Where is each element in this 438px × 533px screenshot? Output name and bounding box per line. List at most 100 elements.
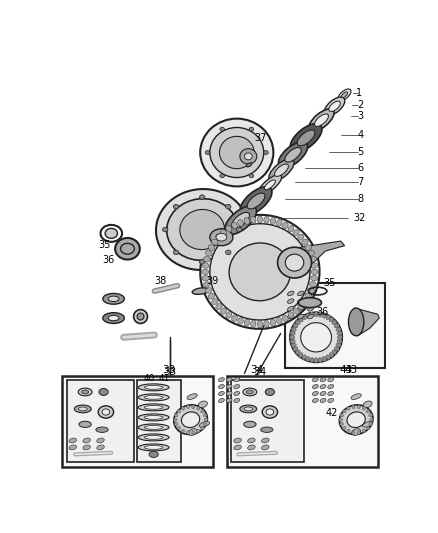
Ellipse shape	[204, 418, 208, 421]
Ellipse shape	[287, 291, 294, 296]
Ellipse shape	[251, 216, 256, 223]
Ellipse shape	[210, 229, 233, 246]
Ellipse shape	[297, 291, 304, 296]
Ellipse shape	[311, 269, 318, 274]
Ellipse shape	[203, 281, 210, 287]
Ellipse shape	[312, 377, 318, 382]
Ellipse shape	[301, 322, 332, 352]
Ellipse shape	[326, 355, 330, 360]
Ellipse shape	[78, 407, 87, 411]
Ellipse shape	[320, 398, 326, 402]
Ellipse shape	[162, 227, 168, 232]
Ellipse shape	[210, 127, 264, 177]
Ellipse shape	[219, 391, 224, 395]
Text: 36: 36	[102, 255, 114, 265]
Ellipse shape	[192, 405, 195, 409]
Ellipse shape	[357, 431, 360, 434]
Ellipse shape	[265, 389, 275, 395]
Ellipse shape	[145, 395, 163, 399]
Polygon shape	[288, 241, 345, 277]
Text: 34: 34	[253, 367, 266, 377]
Ellipse shape	[78, 388, 92, 396]
Ellipse shape	[234, 445, 241, 450]
Ellipse shape	[275, 164, 288, 176]
Ellipse shape	[226, 377, 232, 382]
Ellipse shape	[288, 312, 294, 318]
Ellipse shape	[219, 398, 224, 402]
Ellipse shape	[276, 220, 282, 227]
Ellipse shape	[307, 299, 314, 303]
Text: 2: 2	[358, 100, 364, 110]
Bar	[138, 381, 180, 462]
Ellipse shape	[291, 327, 296, 332]
Ellipse shape	[298, 297, 321, 308]
Ellipse shape	[225, 206, 257, 235]
Ellipse shape	[306, 357, 310, 361]
Ellipse shape	[219, 136, 254, 168]
Ellipse shape	[210, 224, 310, 320]
Ellipse shape	[240, 405, 257, 413]
Ellipse shape	[264, 151, 268, 155]
Ellipse shape	[232, 222, 237, 229]
Ellipse shape	[149, 451, 158, 457]
Ellipse shape	[103, 313, 124, 324]
Ellipse shape	[174, 414, 178, 417]
Ellipse shape	[285, 254, 304, 271]
Ellipse shape	[261, 427, 273, 432]
Ellipse shape	[310, 256, 316, 262]
Ellipse shape	[138, 444, 169, 451]
Ellipse shape	[221, 308, 227, 314]
Ellipse shape	[305, 245, 311, 251]
Text: 33: 33	[164, 367, 177, 377]
Ellipse shape	[181, 412, 200, 427]
Ellipse shape	[244, 407, 253, 411]
Ellipse shape	[237, 227, 242, 232]
Ellipse shape	[180, 209, 224, 249]
Ellipse shape	[312, 398, 318, 402]
Ellipse shape	[249, 127, 254, 131]
Ellipse shape	[138, 404, 169, 411]
Ellipse shape	[370, 418, 374, 421]
Ellipse shape	[138, 384, 169, 391]
Ellipse shape	[229, 243, 291, 301]
Ellipse shape	[336, 343, 341, 347]
Ellipse shape	[369, 423, 372, 426]
Ellipse shape	[205, 151, 210, 155]
Text: 8: 8	[358, 193, 364, 204]
Ellipse shape	[362, 429, 365, 433]
Ellipse shape	[258, 175, 282, 195]
Ellipse shape	[298, 303, 304, 310]
Ellipse shape	[307, 251, 314, 256]
Ellipse shape	[247, 438, 255, 443]
Ellipse shape	[251, 320, 256, 327]
Ellipse shape	[198, 401, 207, 408]
Ellipse shape	[138, 434, 169, 441]
Ellipse shape	[247, 390, 253, 394]
Ellipse shape	[320, 391, 326, 395]
Ellipse shape	[74, 405, 91, 413]
Ellipse shape	[145, 435, 163, 439]
Ellipse shape	[186, 405, 190, 409]
Ellipse shape	[226, 391, 232, 395]
Ellipse shape	[173, 418, 177, 421]
Ellipse shape	[226, 398, 232, 402]
Ellipse shape	[137, 313, 144, 320]
Ellipse shape	[69, 438, 77, 443]
Ellipse shape	[314, 114, 328, 126]
Text: 36: 36	[316, 307, 328, 317]
Text: 6: 6	[358, 163, 364, 173]
Ellipse shape	[347, 429, 350, 433]
Ellipse shape	[205, 288, 212, 293]
Ellipse shape	[174, 405, 207, 434]
Ellipse shape	[302, 355, 306, 360]
Ellipse shape	[138, 424, 169, 431]
Ellipse shape	[302, 298, 308, 304]
Ellipse shape	[283, 315, 288, 321]
Text: 43: 43	[339, 366, 353, 375]
Ellipse shape	[145, 415, 163, 419]
Ellipse shape	[261, 438, 269, 443]
Ellipse shape	[244, 153, 252, 160]
Ellipse shape	[320, 384, 326, 389]
Ellipse shape	[262, 406, 278, 418]
Ellipse shape	[105, 228, 117, 238]
